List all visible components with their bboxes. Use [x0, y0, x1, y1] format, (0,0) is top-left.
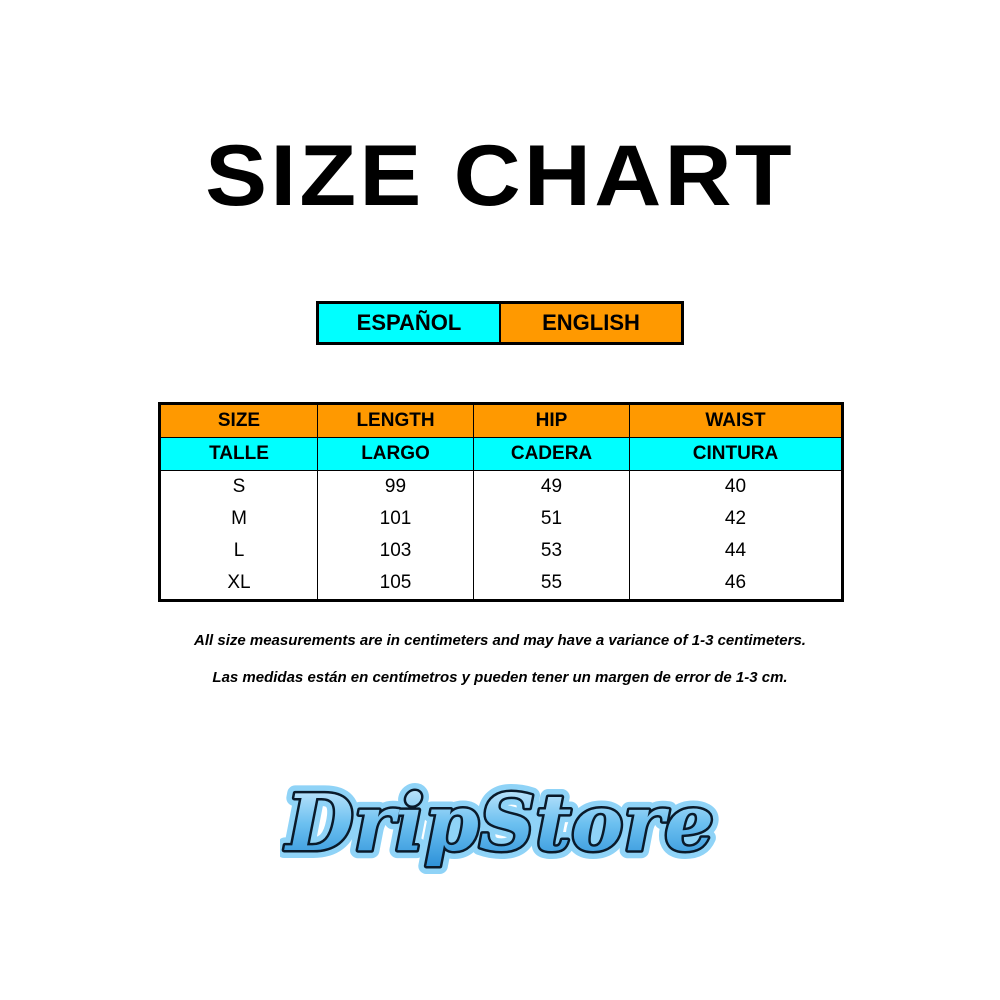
header-cell: HIP [473, 403, 630, 438]
header-cell: CINTURA [629, 437, 843, 471]
table-cell: 40 [629, 470, 843, 503]
table-cell: 103 [317, 535, 474, 567]
header-row-spanish: TALLE LARGO CADERA CINTURA [159, 437, 843, 471]
header-cell: WAIST [629, 403, 843, 438]
note-spanish: Las medidas están en centímetros y puede… [212, 669, 788, 686]
page-title: SIZE CHART [205, 128, 795, 224]
table-cell: XL [159, 567, 318, 601]
table-cell: 44 [629, 535, 843, 567]
header-cell: LENGTH [317, 403, 474, 438]
table-cell: M [159, 503, 318, 535]
dripstore-logo: DripStore DripStore [280, 770, 720, 877]
table-cell: 53 [473, 535, 630, 567]
header-cell: SIZE [159, 403, 318, 438]
header-cell: LARGO [317, 437, 474, 471]
table-cell: L [159, 535, 318, 567]
table-cell: 46 [629, 567, 843, 601]
table-cell: 105 [317, 567, 474, 601]
table-cell: 55 [473, 567, 630, 601]
table-row: L 103 53 44 [159, 535, 843, 567]
table-cell: S [159, 470, 318, 503]
header-cell: CADERA [473, 437, 630, 471]
size-table: SIZE LENGTH HIP WAIST TALLE LARGO CADERA… [158, 402, 844, 602]
table-row: S 99 49 40 [159, 470, 843, 503]
note-english: All size measurements are in centimeters… [194, 632, 806, 649]
table-cell: 49 [473, 470, 630, 503]
language-switcher: ESPAÑOL ENGLISH [316, 301, 684, 345]
table-cell: 101 [317, 503, 474, 535]
table-cell: 99 [317, 470, 474, 503]
language-english-button[interactable]: ENGLISH [501, 304, 681, 342]
svg-text:DripStore: DripStore [284, 778, 714, 869]
svg-text:DripStore: DripStore [284, 778, 714, 869]
header-row-english: SIZE LENGTH HIP WAIST [159, 403, 843, 438]
table-row: XL 105 55 46 [159, 567, 843, 601]
table-row: M 101 51 42 [159, 503, 843, 535]
table-cell: 42 [629, 503, 843, 535]
language-spanish-button[interactable]: ESPAÑOL [319, 304, 501, 342]
table-cell: 51 [473, 503, 630, 535]
header-cell: TALLE [159, 437, 318, 471]
